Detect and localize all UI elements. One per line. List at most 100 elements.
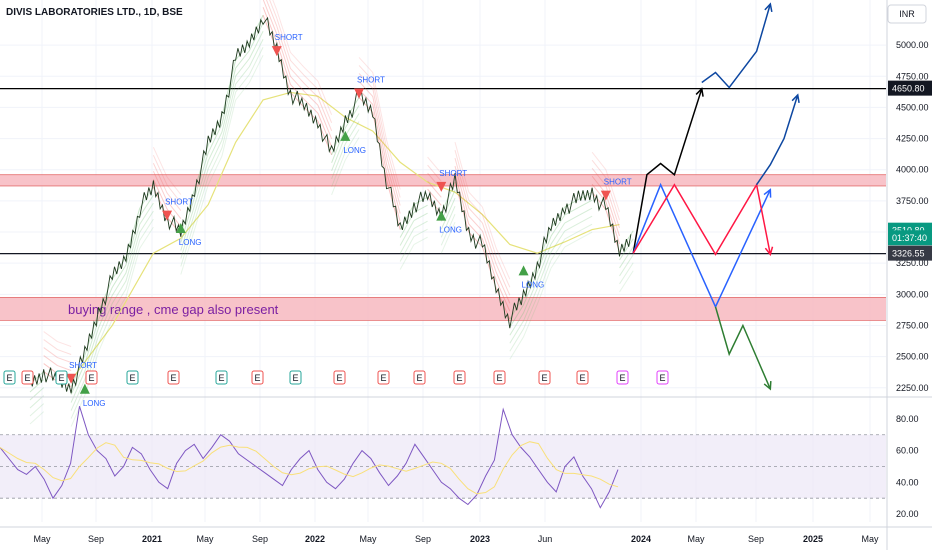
ribbon-band	[276, 49, 291, 93]
ribbon-band	[591, 151, 607, 170]
x-tick-label: 2024	[631, 534, 651, 544]
ribbon-band	[331, 127, 346, 163]
ribbon-band	[98, 311, 113, 344]
ribbon-band	[125, 248, 141, 298]
ribbon-band	[235, 82, 250, 101]
ribbon-band	[454, 174, 470, 225]
ribbon-band	[125, 232, 141, 282]
short-signal-label: SHORT	[357, 75, 385, 84]
projection-arrowhead	[764, 2, 773, 12]
ribbon-band	[194, 168, 209, 214]
ribbon-band	[564, 223, 579, 232]
projection-arrowhead	[764, 246, 774, 257]
ribbon-band	[235, 50, 250, 69]
projection-arrowhead	[763, 380, 772, 391]
event-marker-box[interactable]	[333, 370, 346, 385]
ribbon-band	[248, 46, 264, 75]
ribbon-band	[509, 336, 524, 360]
event-marker-box[interactable]	[576, 370, 589, 385]
y-tick-label: 4250.00	[896, 134, 929, 144]
ribbon-band	[536, 228, 552, 265]
ribbon-band	[481, 230, 497, 273]
ribbon-band	[166, 192, 182, 211]
ribbon-band	[399, 220, 415, 246]
ribbon-band	[578, 191, 593, 201]
ribbon-band	[413, 236, 428, 246]
ribbon-band	[98, 279, 113, 312]
price-label-text: 4650.80	[892, 84, 925, 94]
ribbon-band	[207, 155, 223, 186]
event-marker-box[interactable]	[289, 370, 302, 385]
ribbon-band	[111, 296, 127, 320]
ribbon-band	[578, 199, 593, 209]
ribbon-band	[468, 191, 483, 208]
event-marker-box[interactable]	[251, 370, 264, 385]
ribbon-band	[495, 255, 511, 288]
rsi-ma-line	[0, 441, 619, 495]
long-signal-marker	[175, 223, 186, 234]
ribbon-band	[481, 222, 497, 265]
ribbon-band	[98, 295, 113, 328]
ribbon-band	[536, 244, 552, 281]
event-marker-box[interactable]	[453, 370, 466, 385]
ribbon-band	[57, 341, 72, 347]
ribbon-band	[385, 171, 401, 222]
ribbon-band	[111, 272, 127, 296]
x-tick-label: 2023	[470, 534, 490, 544]
long-signal-marker	[436, 210, 447, 221]
ribbon-band	[591, 167, 607, 186]
event-marker-box[interactable]	[538, 370, 551, 385]
event-marker-box[interactable]	[616, 370, 629, 385]
ribbon-band	[523, 296, 538, 330]
y-tick-label: 3000.00	[896, 289, 929, 299]
ribbon-band	[385, 163, 401, 214]
event-marker-box[interactable]	[215, 370, 228, 385]
ribbon-band	[265, 0, 278, 27]
event-marker-box[interactable]	[85, 370, 98, 385]
event-marker-box[interactable]	[21, 370, 34, 385]
currency-box[interactable]: INR	[887, 4, 927, 24]
ribbon-band	[207, 139, 223, 170]
long-signal-marker	[79, 383, 90, 394]
ribbon-band	[221, 75, 237, 133]
event-marker-label: E	[6, 373, 12, 383]
ribbon-band	[619, 270, 634, 293]
projections	[632, 2, 800, 391]
event-marker-box[interactable]	[493, 370, 506, 385]
ribbon-band	[29, 411, 45, 425]
ribbon-band	[481, 206, 497, 249]
ribbon-band	[454, 150, 470, 201]
price-label-box	[888, 245, 932, 261]
ribbon-band	[536, 252, 552, 289]
ribbon-band	[550, 222, 566, 245]
ribbon-band	[536, 268, 552, 305]
ribbon-band	[276, 33, 291, 77]
ribbon-band	[564, 207, 579, 216]
ribbon-band	[591, 191, 607, 210]
event-marker-label: E	[292, 373, 298, 383]
ribbon-band	[221, 59, 237, 117]
ribbon-band	[303, 91, 319, 106]
short-signal-marker	[66, 373, 77, 384]
event-marker-box[interactable]	[656, 370, 669, 385]
ribbon-band	[454, 166, 470, 217]
ribbon-band	[399, 244, 415, 270]
ribbon-band	[290, 68, 305, 84]
ribbon-band	[29, 395, 45, 409]
x-tick-label: Sep	[748, 534, 764, 544]
event-marker-box[interactable]	[55, 370, 68, 385]
ribbon-band	[290, 92, 305, 108]
event-marker-box[interactable]	[377, 370, 390, 385]
long-signal-label: LONG	[439, 226, 462, 235]
ribbon-band	[344, 129, 360, 153]
event-marker-box[interactable]	[167, 370, 180, 385]
event-marker-box[interactable]	[126, 370, 139, 385]
ribbon-band	[262, 7, 278, 43]
event-marker-box[interactable]	[3, 370, 16, 385]
ribbon-band	[358, 57, 374, 73]
event-marker-box[interactable]	[413, 370, 426, 385]
ribbon-band	[303, 83, 319, 98]
ribbon-band	[344, 113, 360, 137]
price-label-text: 3326.55	[892, 249, 925, 259]
